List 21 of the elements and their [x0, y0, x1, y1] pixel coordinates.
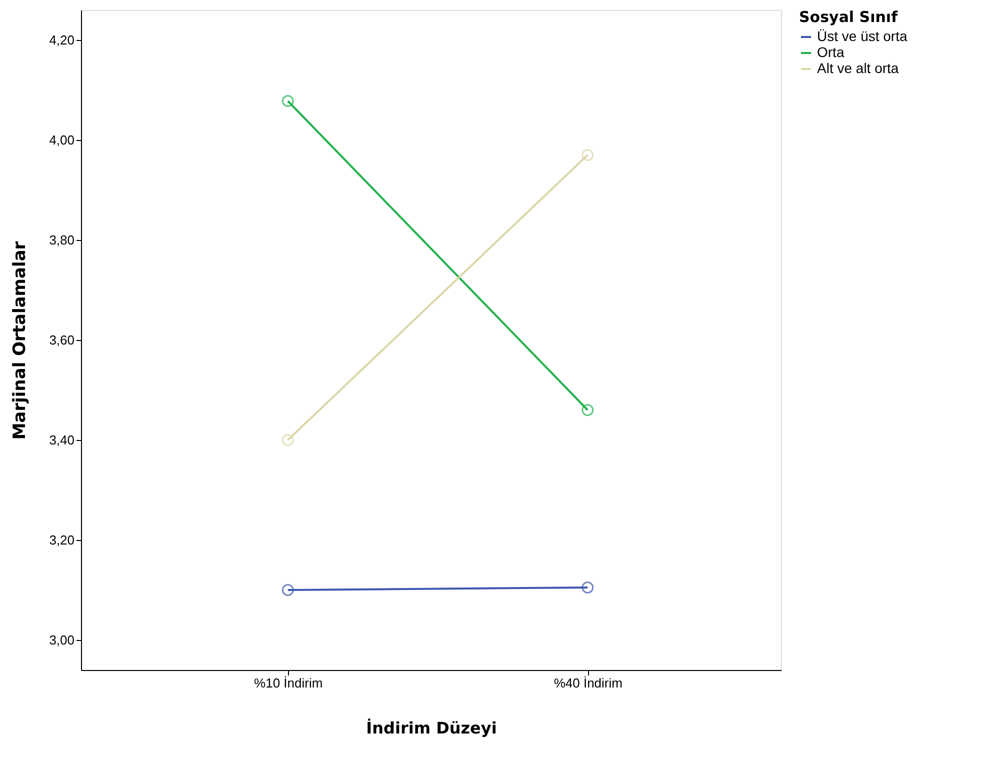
point [582, 404, 594, 416]
point [282, 584, 294, 596]
y-tick-label: 3,80 [49, 232, 74, 248]
legend-title: Sosyal Sınıf [799, 8, 898, 26]
legend-label: Üst ve üst orta [817, 28, 908, 44]
legend-label: Orta [817, 44, 844, 60]
x-tick-label: %40 İndirim [554, 676, 622, 690]
x-tick-label: %10 İndirim [254, 676, 323, 690]
y-tick-label: 3,60 [49, 332, 74, 348]
y-axis-title: Marjinal Ortalamalar [10, 240, 30, 440]
y-tick-label: 4,20 [49, 32, 74, 48]
x-axis-title: İndirim Düzeyi [366, 718, 497, 738]
y-tick-label: 3,40 [49, 432, 74, 448]
point [582, 149, 594, 161]
point [282, 95, 294, 107]
y-tick-label: 4,00 [49, 132, 74, 148]
legend-label: Alt ve alt orta [817, 60, 899, 76]
y-tick-label: 3,20 [49, 532, 74, 548]
point [282, 434, 294, 446]
point [582, 582, 594, 594]
y-tick-label: 3,00 [49, 632, 74, 648]
